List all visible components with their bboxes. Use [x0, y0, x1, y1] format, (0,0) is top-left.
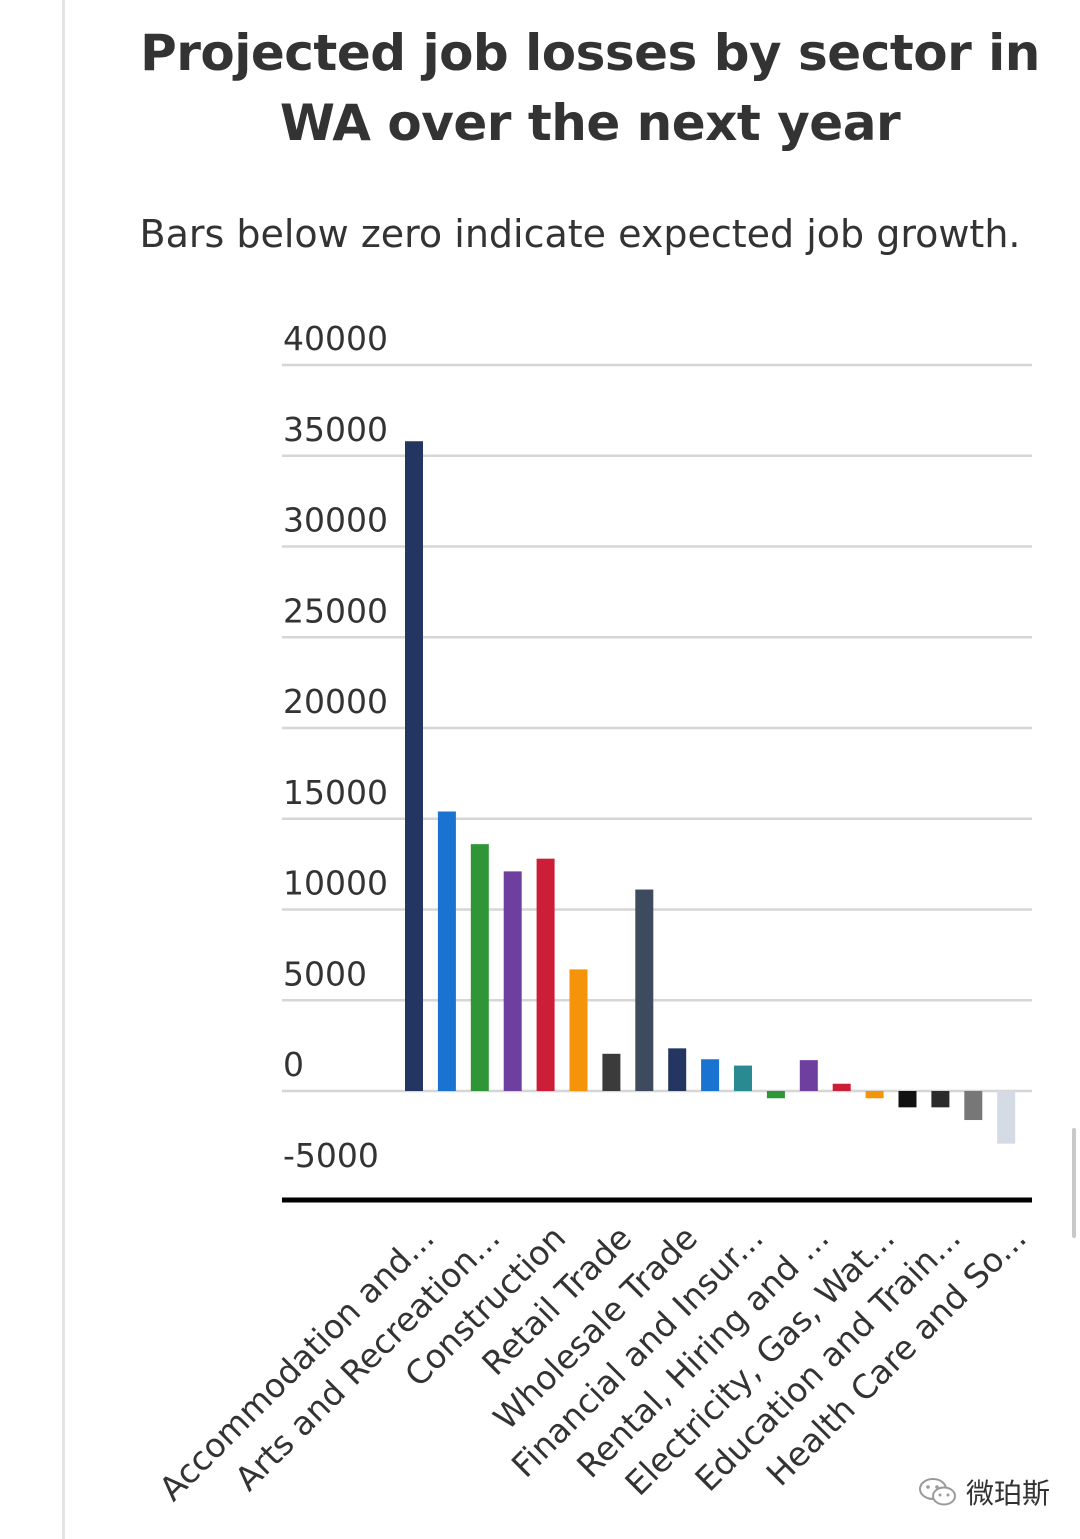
- x-tick-label: Arts and Recreation...: [227, 1218, 507, 1498]
- bar[interactable]: [734, 1065, 752, 1091]
- chart-title: Projected job losses by sector in WA ove…: [140, 24, 1040, 152]
- bar[interactable]: [668, 1048, 687, 1091]
- y-tick-label: 20000: [283, 682, 388, 721]
- page-left-border: [62, 0, 65, 1539]
- bar[interactable]: [997, 1091, 1016, 1144]
- bar[interactable]: [832, 1083, 851, 1091]
- bar[interactable]: [569, 969, 588, 1091]
- bar[interactable]: [701, 1059, 720, 1091]
- y-tick-label: 25000: [283, 591, 388, 630]
- bars: [405, 441, 1016, 1144]
- gridlines: [282, 363, 1032, 1093]
- y-tick-label: 5000: [283, 954, 367, 993]
- y-tick-label: 35000: [283, 410, 388, 449]
- wechat-icon: [919, 1478, 956, 1506]
- scrollbar[interactable]: [1072, 1128, 1076, 1238]
- bar[interactable]: [437, 811, 456, 1091]
- bar[interactable]: [503, 871, 522, 1091]
- bar[interactable]: [536, 858, 555, 1091]
- bar[interactable]: [602, 1053, 621, 1091]
- bar[interactable]: [635, 889, 654, 1091]
- x-tick-label: Accommodation and...: [151, 1218, 441, 1508]
- bar[interactable]: [931, 1091, 950, 1108]
- bar[interactable]: [799, 1060, 818, 1091]
- y-tick-label: 15000: [283, 773, 388, 812]
- watermark: 微珀斯: [918, 1472, 1050, 1512]
- bar[interactable]: [865, 1091, 884, 1099]
- y-tick-label: -5000: [283, 1136, 379, 1175]
- bar[interactable]: [405, 441, 423, 1092]
- y-tick-label: 0: [283, 1045, 304, 1084]
- y-tick-label: 30000: [283, 501, 388, 540]
- x-axis-ticks: Accommodation and...Arts and Recreation.…: [151, 1218, 1033, 1508]
- y-axis-ticks: 40000 35000 30000 25000 20000 15000 10000 5000 0…: [283, 319, 388, 1175]
- y-tick-label: 40000: [283, 319, 388, 358]
- bar[interactable]: [964, 1091, 983, 1121]
- watermark-text: 微珀斯: [966, 1477, 1051, 1510]
- bar[interactable]: [470, 844, 489, 1091]
- bar[interactable]: [898, 1091, 917, 1108]
- bar[interactable]: [766, 1091, 785, 1099]
- y-tick-label: 10000: [283, 864, 388, 903]
- chart-subtitle: Bars below zero indicate expected job gr…: [139, 212, 1021, 256]
